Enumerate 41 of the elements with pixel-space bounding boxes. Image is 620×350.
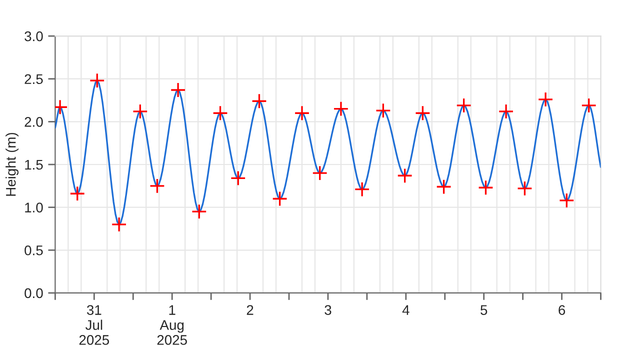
x-tick-label: 4 — [402, 305, 410, 315]
point — [581, 98, 597, 114]
point — [70, 186, 86, 202]
point — [538, 92, 554, 108]
point — [149, 178, 165, 194]
x-tick-label: 2 — [246, 305, 254, 315]
x-tick-label: 5 — [480, 305, 488, 315]
y-tick-label: 2.0 — [24, 117, 43, 127]
point — [230, 170, 246, 186]
point — [478, 180, 494, 196]
point — [456, 98, 472, 114]
x-tick-label: 6 — [558, 305, 566, 315]
y-axis-title: Height (m) — [6, 132, 19, 196]
point — [354, 182, 370, 198]
point — [132, 104, 148, 120]
point — [89, 72, 105, 88]
y-tick-label: 2.5 — [24, 74, 43, 84]
point — [436, 178, 452, 195]
point — [558, 192, 574, 208]
point — [212, 105, 228, 121]
x-tick-label: 31 Jul 2025 — [79, 305, 110, 345]
point — [397, 168, 413, 184]
point — [333, 101, 349, 117]
point — [516, 180, 533, 196]
point — [191, 204, 207, 220]
y-tick-label: 1.0 — [25, 202, 43, 212]
point — [111, 216, 127, 232]
point — [375, 102, 391, 118]
y-tick-label: 0.0 — [24, 288, 43, 298]
point — [414, 105, 430, 121]
y-tick-label: 3.0 — [24, 31, 43, 42]
y-tick-label: 0.5 — [24, 245, 43, 256]
x-tick-label: 1 Aug 2025 — [157, 305, 187, 345]
point — [170, 82, 186, 98]
point — [312, 165, 328, 181]
x-tick-label: 3 — [324, 305, 332, 315]
point — [251, 93, 268, 109]
point — [294, 105, 310, 121]
point — [498, 104, 514, 120]
y-tick-label: 1.5 — [25, 160, 43, 170]
point — [272, 190, 288, 207]
